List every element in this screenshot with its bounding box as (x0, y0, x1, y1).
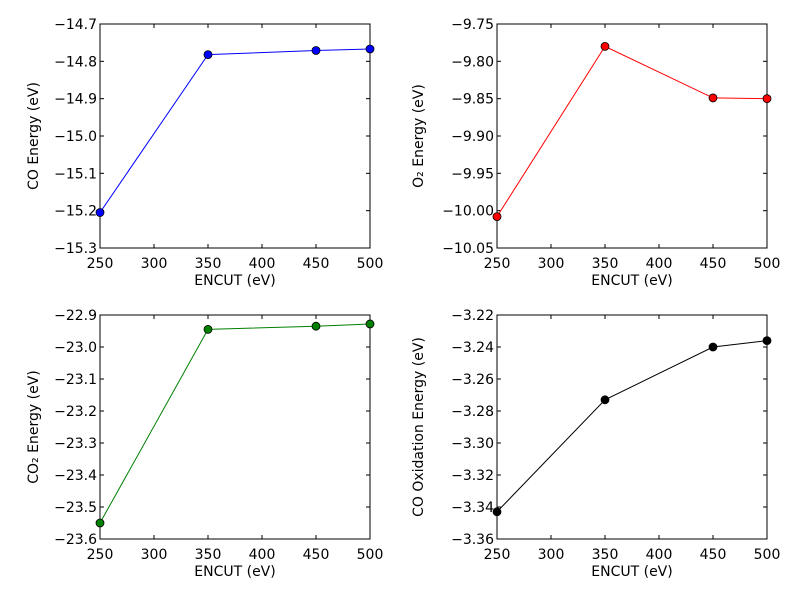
x-axis-label: ENCUT (eV) (194, 273, 275, 289)
x-tick-label: 450 (700, 256, 727, 272)
y-tick-label: −15.0 (54, 129, 97, 145)
chart-panel-2: 250 300 350 400 450 500 −10.05 −10.00 −9.95 −9.90… (411, 17, 780, 289)
series-line (496, 45, 768, 217)
chart-panel-1: 250 300 350 400 450 500 −15.3 −15.2 −15.1 −15.0 −1… (26, 17, 383, 289)
y-tick-label: −9.75 (451, 17, 494, 33)
chart-panel-4: 250 300 350 400 450 500 −3.36 −3.34 −3.32 −3.30 −3… (411, 308, 780, 580)
y-tick-label: −9.95 (451, 166, 494, 182)
x-tick-label: 300 (141, 256, 168, 272)
data-point (311, 321, 321, 331)
x-tick-label: 500 (357, 256, 384, 272)
y-tick-label: −3.28 (451, 404, 494, 420)
x-tick-label: 500 (754, 256, 781, 272)
series-line (99, 48, 371, 213)
y-tick-label: −3.34 (451, 500, 494, 516)
x-tick-label: 500 (754, 547, 781, 563)
x-tick-label: 350 (592, 547, 619, 563)
x-tick-label: 350 (195, 547, 222, 563)
x-tick-label: 350 (195, 256, 222, 272)
y-tick-label: −14.8 (54, 54, 97, 70)
y-tick-label: −14.7 (54, 17, 97, 33)
x-tick-label: 500 (357, 547, 384, 563)
data-point (708, 93, 718, 103)
x-tick-label: 450 (700, 547, 727, 563)
chart-panel-3: 250 300 350 400 450 500 −23.6 −23.5 −23.4 −23.3 −2… (26, 308, 383, 580)
x-tick-label: 400 (646, 256, 673, 272)
x-tick-label: 350 (592, 256, 619, 272)
series-line (496, 340, 768, 513)
y-tick-label: −14.9 (54, 92, 97, 108)
data-point (492, 507, 502, 517)
x-tick-label: 250 (87, 256, 114, 272)
plot-frame (496, 314, 768, 540)
y-tick-label: −9.85 (451, 92, 494, 108)
y-tick-label: −15.2 (54, 204, 97, 220)
data-point (365, 44, 375, 54)
y-tick-label: −23.0 (54, 340, 97, 356)
y-tick-label: −9.90 (451, 129, 494, 145)
y-tick-label: −15.1 (54, 166, 97, 182)
x-tick-label: 250 (484, 256, 511, 272)
data-point (311, 46, 321, 55)
y-tick-label: −3.24 (451, 340, 494, 356)
x-tick-label: 400 (249, 256, 276, 272)
x-tick-label: 400 (249, 547, 276, 563)
x-tick-label: 300 (538, 256, 565, 272)
y-tick-label: −23.1 (54, 372, 97, 388)
data-point (600, 42, 610, 51)
x-tick-label: 450 (303, 547, 330, 563)
y-tick-label: −3.36 (451, 532, 494, 548)
y-tick-label: −23.6 (54, 532, 97, 548)
y-axis-label: O₂ Energy (eV) (411, 84, 427, 188)
y-tick-label: −9.80 (451, 54, 494, 70)
data-point (600, 395, 610, 405)
y-tick-label: −15.3 (54, 241, 97, 257)
y-axis-label: CO Oxidation Energy (eV) (411, 337, 427, 517)
y-tick-label: −3.22 (451, 308, 494, 324)
data-point (708, 342, 718, 352)
y-tick-label: −22.9 (54, 308, 97, 324)
data-point (762, 94, 772, 104)
data-point (203, 324, 213, 334)
data-point (365, 319, 375, 329)
x-axis-label: ENCUT (eV) (194, 564, 275, 580)
y-tick-label: −23.3 (54, 436, 97, 452)
y-tick-label: −3.30 (451, 436, 494, 452)
y-axis-label: CO₂ Energy (eV) (26, 370, 42, 483)
data-point (492, 212, 502, 222)
x-tick-label: 450 (303, 256, 330, 272)
y-tick-label: −3.32 (451, 468, 494, 484)
y-tick-label: −23.2 (54, 404, 97, 420)
x-axis-label: ENCUT (eV) (591, 273, 672, 289)
series-line (99, 323, 371, 524)
x-tick-label: 300 (141, 547, 168, 563)
x-tick-label: 300 (538, 547, 565, 563)
y-tick-label: −3.26 (451, 372, 494, 388)
y-tick-label: −10.05 (442, 241, 494, 257)
y-tick-label: −10.00 (442, 204, 494, 220)
x-axis-label: ENCUT (eV) (591, 564, 672, 580)
x-tick-label: 400 (646, 547, 673, 563)
data-point (95, 208, 105, 217)
x-tick-label: 250 (87, 547, 114, 563)
data-point (203, 50, 213, 60)
x-tick-label: 250 (484, 547, 511, 563)
y-tick-label: −23.4 (54, 468, 97, 484)
plot-frame (99, 314, 371, 540)
y-axis-label: CO Energy (eV) (26, 82, 42, 190)
data-point (762, 336, 772, 346)
data-point (95, 518, 105, 528)
y-tick-label: −23.5 (54, 500, 97, 516)
